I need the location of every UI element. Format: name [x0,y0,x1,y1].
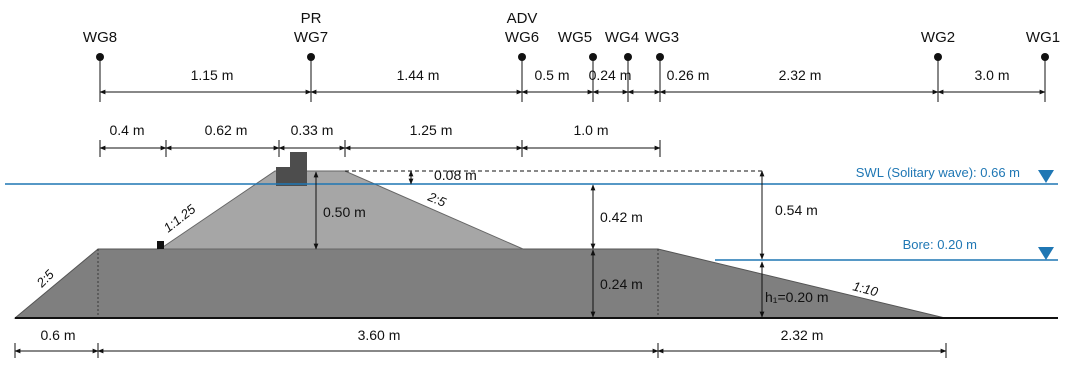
gauge-label-wg2: WG2 [921,29,955,46]
h1-label: h₁=0.20 m [765,289,829,305]
gauge-stems [99,57,1046,102]
spacing-wg4-wg3: 0.26 m [667,67,710,83]
bore-label: Bore: 0.20 m [903,237,977,252]
upper-height-label: 0.50 m [323,204,366,220]
width-d1: 0.4 m [109,122,144,138]
spacing-wg8-wg7: 1.15 m [191,67,234,83]
spacing-wg3-wg2: 2.32 m [779,67,822,83]
width-d3: 0.33 m [291,122,334,138]
base-width-middle: 3.60 m [358,327,401,343]
spacing-wg2-wg1: 3.0 m [974,67,1009,83]
width-d2: 0.62 m [205,122,248,138]
slope-front-base: 1:10 [851,278,880,299]
base-width-left: 0.6 m [40,327,75,343]
base-width-arrows [14,343,947,358]
gauge-label-wg7: WG7 [294,29,328,46]
crest-block-lower [276,167,307,186]
gauge-label-wg8: WG8 [83,29,117,46]
gauge-label-wg5: WG5 [558,29,592,46]
swl-to-bore-label: 0.54 m [775,202,818,218]
gauge-label-wg1: WG1 [1026,29,1060,46]
swl-to-base-label: 0.42 m [600,209,643,225]
spacing-wg5-wg4: 0.24 m [589,67,632,83]
slope-front-upper: 2:5 [425,189,449,211]
structure-width-arrows [99,140,661,157]
swl-triangle-icon [1038,170,1054,183]
width-d4: 1.25 m [410,122,453,138]
vertical-dimension-arrows [313,170,765,318]
gauge-label-wg4: WG4 [605,29,639,46]
spacing-wg6-wg5: 0.5 m [534,67,569,83]
gauge-dots [96,53,1049,61]
gauge-label-wg3: WG3 [645,29,679,46]
spacing-wg7-wg6: 1.44 m [397,67,440,83]
base-width-right: 2.32 m [781,327,824,343]
small-marker-block [157,241,164,249]
crest-block-upper [290,152,307,169]
swl-label: SWL (Solitary wave): 0.66 m [856,165,1020,180]
bore-triangle-icon [1038,247,1054,260]
freeboard-label: 0.08 m [434,167,477,183]
width-d5: 1.0 m [573,122,608,138]
gauge-label-pr: PR [301,10,322,27]
base-height-label: 0.24 m [600,276,643,292]
gauge-label-adv: ADV [507,10,538,27]
gauge-label-wg6: WG6 [505,29,539,46]
